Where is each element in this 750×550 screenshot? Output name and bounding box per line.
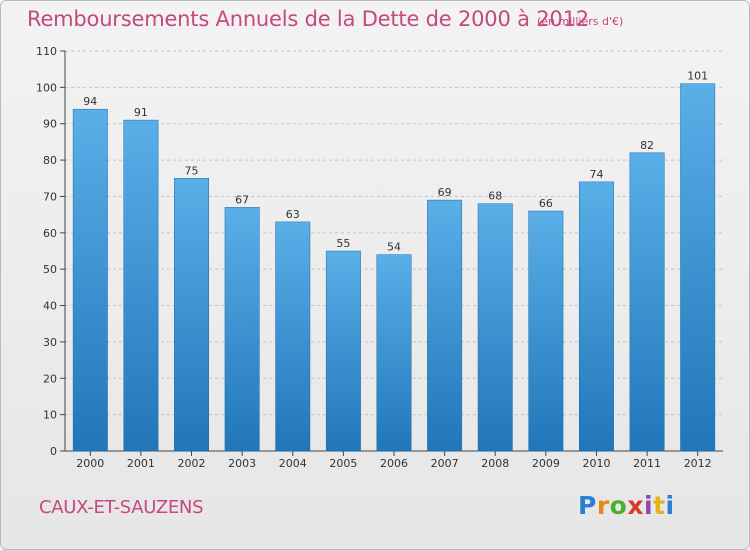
data-label: 101 bbox=[687, 70, 708, 83]
bar bbox=[680, 83, 716, 452]
chart-title: Remboursements Annuels de la Dette de 20… bbox=[27, 7, 589, 31]
y-tick-label: 50 bbox=[43, 263, 57, 276]
logo-letter: i bbox=[644, 491, 654, 520]
bars bbox=[72, 83, 716, 452]
y-tick-label: 30 bbox=[43, 336, 57, 349]
y-tick-label: 40 bbox=[43, 300, 57, 313]
logo-letter: t bbox=[653, 491, 666, 520]
x-tick-label: 2011 bbox=[633, 457, 661, 470]
data-label: 75 bbox=[185, 164, 199, 177]
bar bbox=[174, 178, 209, 452]
bar bbox=[72, 108, 108, 452]
y-tick-label: 0 bbox=[50, 445, 57, 458]
data-label: 55 bbox=[336, 237, 350, 250]
data-label: 74 bbox=[589, 168, 603, 181]
bar bbox=[275, 221, 311, 452]
y-tick-label: 90 bbox=[43, 118, 57, 131]
bar bbox=[325, 250, 361, 452]
data-label: 82 bbox=[640, 139, 654, 152]
data-label: 94 bbox=[83, 95, 97, 108]
bar bbox=[579, 181, 614, 452]
logo-letter: r bbox=[596, 491, 610, 520]
labels: 94 2000 91 2001 75 2002 67 2003 63 2004 55 2005 54 20… bbox=[76, 70, 711, 470]
bar bbox=[376, 254, 412, 452]
x-tick-label: 2000 bbox=[76, 457, 104, 470]
bar bbox=[224, 207, 260, 452]
logo-letter: o bbox=[609, 491, 628, 520]
bar bbox=[477, 203, 513, 452]
x-tick-label: 2012 bbox=[684, 457, 712, 470]
proxiti-logo: Proxiti bbox=[578, 491, 675, 520]
data-label: 63 bbox=[286, 208, 300, 221]
y-tick-label: 70 bbox=[43, 190, 57, 203]
x-tick-label: 2005 bbox=[329, 457, 357, 470]
bar bbox=[528, 210, 564, 452]
y-tick-label: 100 bbox=[36, 81, 57, 94]
x-tick-label: 2004 bbox=[279, 457, 307, 470]
y-tick-label: 20 bbox=[43, 372, 57, 385]
data-label: 69 bbox=[438, 186, 452, 199]
x-tick-label: 2010 bbox=[582, 457, 610, 470]
chart-subtitle: (en milliers d'€) bbox=[537, 15, 624, 28]
y-tick-label: 10 bbox=[43, 409, 57, 422]
x-tick-label: 2003 bbox=[228, 457, 256, 470]
y-tick-label: 110 bbox=[36, 45, 57, 58]
data-label: 54 bbox=[387, 241, 401, 254]
y-tick-label: 60 bbox=[43, 227, 57, 240]
logo-letter: P bbox=[578, 491, 597, 520]
x-tick-label: 2008 bbox=[481, 457, 509, 470]
x-tick-label: 2007 bbox=[431, 457, 459, 470]
y-tick-label: 80 bbox=[43, 154, 57, 167]
data-label: 67 bbox=[235, 193, 249, 206]
bar bbox=[123, 119, 159, 452]
x-tick-label: 2006 bbox=[380, 457, 408, 470]
bar bbox=[629, 152, 665, 452]
data-label: 91 bbox=[134, 106, 148, 119]
x-tick-label: 2001 bbox=[127, 457, 155, 470]
bar bbox=[427, 199, 463, 452]
data-label: 68 bbox=[488, 190, 502, 203]
data-label: 66 bbox=[539, 197, 553, 210]
logo-letter: x bbox=[627, 491, 644, 520]
x-tick-label: 2002 bbox=[178, 457, 206, 470]
x-tick-label: 2009 bbox=[532, 457, 560, 470]
logo-letter: i bbox=[665, 491, 675, 520]
commune-name: CAUX-ET-SAUZENS bbox=[39, 497, 204, 518]
